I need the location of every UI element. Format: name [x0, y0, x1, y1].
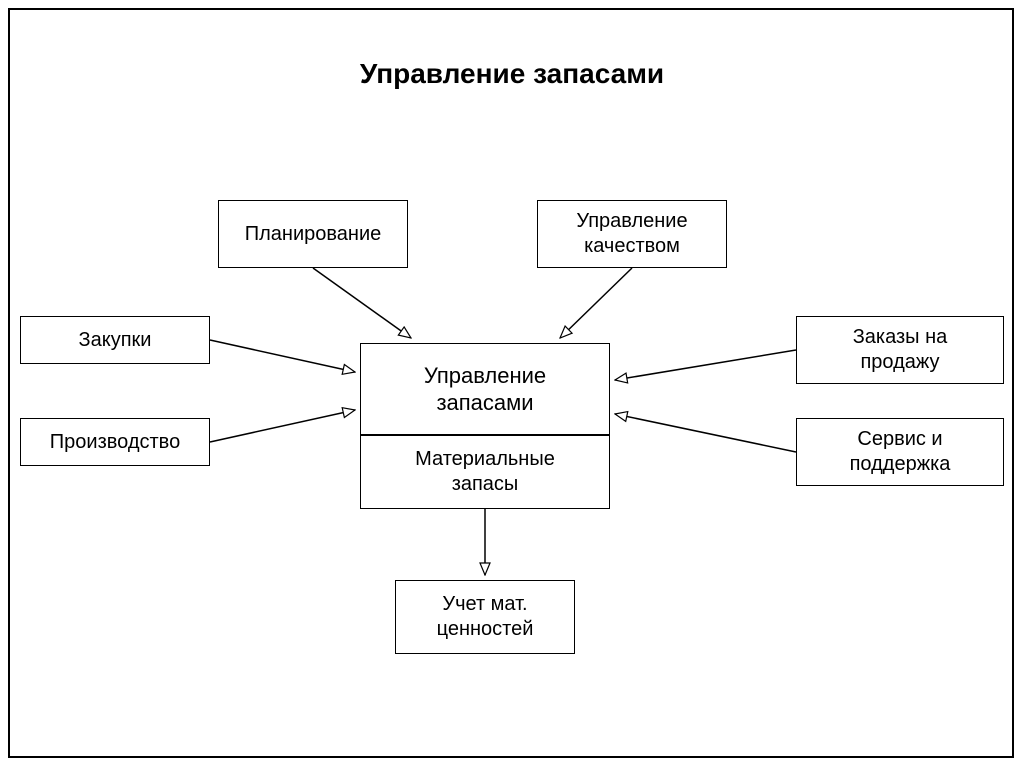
node-production: Производство — [20, 418, 210, 466]
diagram-title: Управление запасами — [0, 58, 1024, 90]
node-purchases: Закупки — [20, 316, 210, 364]
node-center-bottom: Материальныезапасы — [360, 435, 610, 509]
node-label: Учет мат.ценностей — [437, 592, 534, 642]
node-orders: Заказы напродажу — [796, 316, 1004, 384]
node-quality: Управлениекачеством — [537, 200, 727, 268]
node-accounting: Учет мат.ценностей — [395, 580, 575, 654]
node-center-top: Управлениезапасами — [360, 343, 610, 435]
node-planning: Планирование — [218, 200, 408, 268]
node-label: Управлениезапасами — [424, 362, 546, 417]
node-label: Управлениекачеством — [576, 209, 687, 259]
node-label: Закупки — [79, 328, 152, 353]
node-label: Сервис иподдержка — [850, 427, 951, 477]
node-label: Материальныезапасы — [415, 447, 555, 497]
node-label: Заказы напродажу — [853, 325, 948, 375]
node-service: Сервис иподдержка — [796, 418, 1004, 486]
node-label: Производство — [50, 430, 180, 455]
node-label: Планирование — [245, 222, 382, 247]
